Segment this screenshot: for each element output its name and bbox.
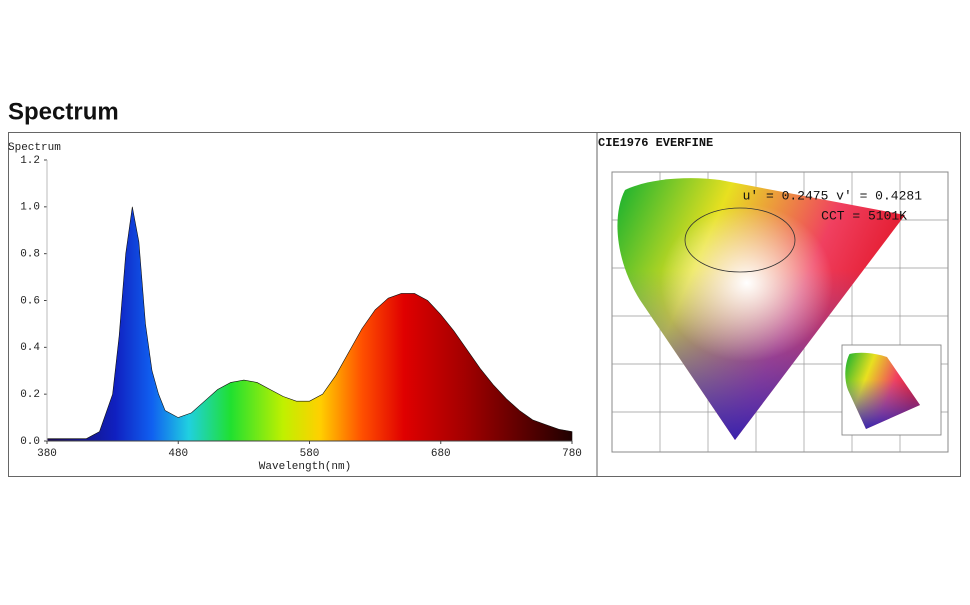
cie-coordinates: u' = 0.2475 v' = 0.4281 (743, 188, 923, 203)
cie-frame (611, 171, 949, 453)
heading: Spectrum (8, 98, 119, 125)
spectrum-area (46, 206, 573, 442)
y-tick-label: 0.4 (20, 342, 40, 354)
x-tick-label: 580 (300, 448, 320, 460)
cie-white (617, 178, 905, 440)
y-tick-label: 0.2 (20, 389, 40, 401)
x-tick-label: 780 (562, 448, 582, 460)
y-tick-label: 1.2 (20, 155, 40, 167)
y-tick-label: 0.0 (20, 436, 40, 448)
x-axis-label: Wavelength(nm) (259, 461, 351, 473)
cie-region (684, 207, 796, 273)
x-tick-label: 680 (431, 448, 451, 460)
y-tick-label: 1.0 (20, 202, 40, 214)
x-tick-label: 380 (37, 448, 57, 460)
cie-cct: CCT = 5101K (821, 208, 907, 223)
spectrum-chart: Spectrum Wavelength(nm) 0.0 0.2 0.4 0.6 0.8 1… (8, 142, 582, 473)
y-axis-label: Spectrum (8, 142, 61, 154)
y-tick-label: 0.6 (20, 295, 40, 307)
cie-inset (841, 344, 942, 436)
cie-title: CIE1976 EVERFINE (598, 136, 713, 150)
x-tick-label: 480 (168, 448, 188, 460)
cie-diagram: CIE1976 EVERFINE u' = 0.2475 v' = 0.4281… (598, 136, 949, 453)
y-tick-label: 0.8 (20, 249, 40, 261)
frame (8, 132, 961, 477)
